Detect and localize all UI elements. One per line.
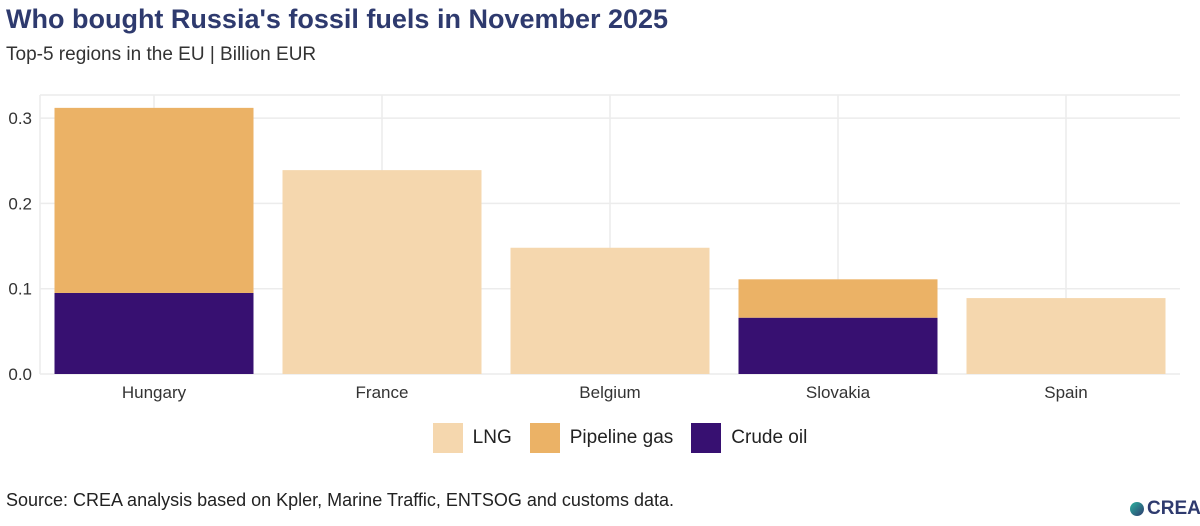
logo-text: CREA [1147,498,1200,519]
legend-swatch [691,423,722,453]
legend-label: Pipeline gas [569,427,674,448]
source-note: Source: CREA analysis based on Kpler, Ma… [6,490,674,510]
y-tick-label: 0.0 [8,365,32,384]
chart-title: Who bought Russia's fossil fuels in Nove… [6,4,669,34]
legend-item: Crude oil [691,423,807,453]
x-tick-label: Hungary [122,383,187,402]
bar-crude-oil-slovakia [738,317,938,374]
bar-lng-spain [966,298,1166,374]
legend-item: Pipeline gas [529,423,674,453]
x-tick-label: Spain [1044,383,1087,402]
x-tick-label: Belgium [579,383,640,402]
legend-label: LNG [472,427,512,448]
legend-item: LNG [432,423,512,453]
crea-logo: CREA [1130,498,1200,520]
x-tick-label: Slovakia [806,383,871,402]
legend: LNG Pipeline gas Crude oil [0,423,1200,453]
bar-lng-france [282,170,482,374]
legend-swatch [432,423,463,453]
crea-logo-icon [1130,502,1144,516]
y-tick-label: 0.2 [8,194,32,213]
chart-subtitle: Top-5 regions in the EU | Billion EUR [6,44,317,65]
bar-lng-belgium [510,247,710,374]
bar-pipeline-gas-slovakia [738,279,938,318]
legend-swatch [529,423,560,453]
bar-chart: 0.0 0.1 0.2 0.3 Hungary France Belgium Slovakia… [8,94,1180,402]
y-tick-label: 0.1 [8,280,32,299]
x-tick-label: France [356,383,409,402]
bar-crude-oil-hungary [54,292,254,374]
y-tick-label: 0.3 [8,109,32,128]
legend-label: Crude oil [731,427,808,448]
bar-pipeline-gas-hungary [54,107,254,293]
